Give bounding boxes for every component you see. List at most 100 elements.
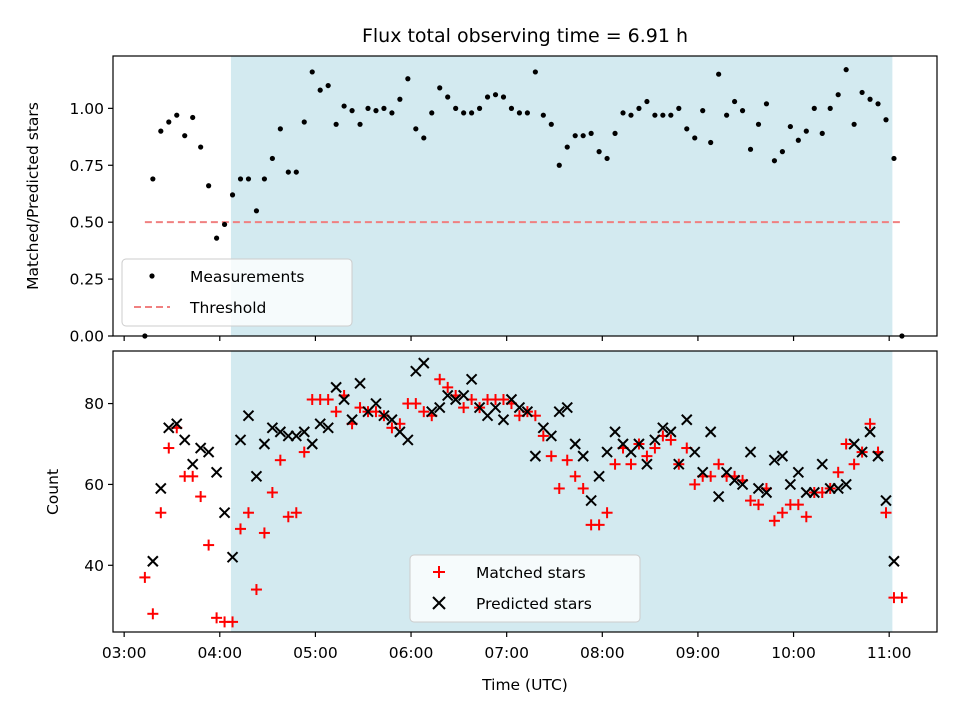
- measurement-point: [588, 130, 594, 136]
- x-tick-label: 08:00: [580, 644, 625, 662]
- measurement-point: [381, 105, 387, 111]
- predicted-star-point: [147, 555, 159, 567]
- predicted-star-point: [234, 434, 247, 446]
- matched-star-point: [163, 442, 175, 454]
- predicted-star-point: [155, 482, 167, 495]
- legend-measurements-marker: [149, 273, 155, 279]
- measurement-point: [763, 101, 770, 107]
- measurement-point: [213, 235, 220, 241]
- measurement-point: [556, 162, 562, 168]
- matched-star-point: [840, 438, 852, 450]
- measurement-point: [867, 96, 873, 102]
- predicted-star-point: [378, 409, 390, 422]
- predicted-star-point: [577, 450, 589, 462]
- predicted-star-point: [497, 414, 510, 426]
- matched-star-point: [776, 507, 788, 519]
- predicted-star-point: [808, 486, 820, 499]
- matched-star-point: [147, 608, 159, 620]
- top-y-tick-label: 1.00: [69, 100, 104, 118]
- matched-star-point: [418, 406, 430, 418]
- measurement-point: [803, 128, 809, 134]
- predicted-star-point: [728, 474, 741, 487]
- predicted-star-point: [673, 458, 685, 470]
- predicted-star-point: [840, 478, 852, 491]
- top-axes-frame: [112, 55, 938, 337]
- matched-star-point: [609, 458, 621, 470]
- predicted-star-point: [832, 482, 844, 495]
- x-axis-label: Time (UTC): [481, 676, 568, 694]
- predicted-star-point: [529, 450, 542, 462]
- measurement-point: [461, 110, 467, 116]
- x-tick-label: 11:00: [867, 644, 912, 662]
- measurement-point: [779, 149, 786, 155]
- measurement-point: [389, 110, 395, 116]
- measurement-point: [827, 105, 833, 111]
- matched-star-point: [242, 507, 254, 519]
- measurement-point: [859, 89, 865, 96]
- measurement-point: [811, 105, 817, 111]
- measurement-point: [835, 92, 841, 98]
- predicted-star-point: [744, 446, 757, 458]
- matched-star-point: [195, 491, 207, 503]
- predicted-star-point: [194, 442, 207, 454]
- matched-star-point: [235, 523, 247, 535]
- measurement-point: [572, 133, 578, 139]
- matched-star-point: [442, 381, 454, 393]
- measurement-point: [596, 149, 602, 155]
- x-tick-label: 07:00: [484, 644, 529, 662]
- predicted-star-point: [697, 466, 709, 479]
- measurement-point: [397, 96, 403, 102]
- x-tick-label: 03:00: [102, 644, 147, 662]
- predicted-star-point: [561, 401, 573, 414]
- measurement-point: [349, 108, 355, 114]
- matched-star-point: [537, 430, 549, 442]
- measurement-point: [198, 144, 204, 150]
- matched-star-point: [649, 442, 661, 454]
- measurement-point: [469, 110, 475, 116]
- measurement-point: [564, 144, 570, 150]
- measurement-point: [795, 137, 801, 143]
- predicted-star-point: [338, 393, 350, 406]
- predicted-star-point: [736, 478, 749, 491]
- matched-star-point: [641, 450, 653, 462]
- legend-matched-label: Matched stars: [476, 564, 586, 582]
- predicted-star-point: [489, 401, 502, 414]
- matched-star-point: [227, 616, 239, 628]
- top-x-ticks: [123, 336, 890, 341]
- measurement-point: [373, 108, 379, 114]
- measurement-point: [524, 110, 530, 116]
- predicted-star-point: [346, 414, 358, 426]
- predicted-star-point: [521, 405, 534, 418]
- matched-star-point: [768, 515, 780, 527]
- matched-star-point: [625, 458, 637, 470]
- top-panel: Flux total observing time = 6.91 h 0.000…: [24, 25, 938, 346]
- predicted-star-point: [314, 418, 326, 430]
- x-tick-label: 06:00: [389, 644, 434, 662]
- predicted-star-point: [258, 438, 271, 450]
- measurement-point: [692, 135, 698, 141]
- predicted-star-point: [163, 422, 175, 434]
- x-tick-label: 05:00: [293, 644, 338, 662]
- measurement-point: [182, 133, 188, 139]
- matched-star-point: [792, 499, 804, 511]
- measurement-point: [309, 69, 315, 75]
- predicted-star-point: [888, 555, 900, 567]
- matched-star-point: [458, 402, 470, 414]
- matched-star-point: [561, 454, 573, 466]
- top-y-tick-label: 0.00: [69, 328, 104, 346]
- measurement-point: [445, 94, 451, 100]
- predicted-star-point: [569, 438, 581, 450]
- matched-star-point: [553, 482, 565, 494]
- predicted-star-point: [465, 373, 478, 386]
- matched-star-point: [665, 434, 677, 446]
- measurement-point: [676, 105, 682, 111]
- measurement-point: [684, 126, 690, 132]
- measurement-point: [293, 169, 299, 175]
- matched-star-point: [298, 446, 310, 458]
- measurement-point: [516, 110, 523, 116]
- top-legend: Measurements Threshold: [121, 258, 353, 327]
- predicted-star-point: [609, 426, 621, 438]
- predicted-star-point: [226, 551, 239, 563]
- measurement-point: [731, 98, 738, 105]
- predicted-star-point: [784, 478, 797, 491]
